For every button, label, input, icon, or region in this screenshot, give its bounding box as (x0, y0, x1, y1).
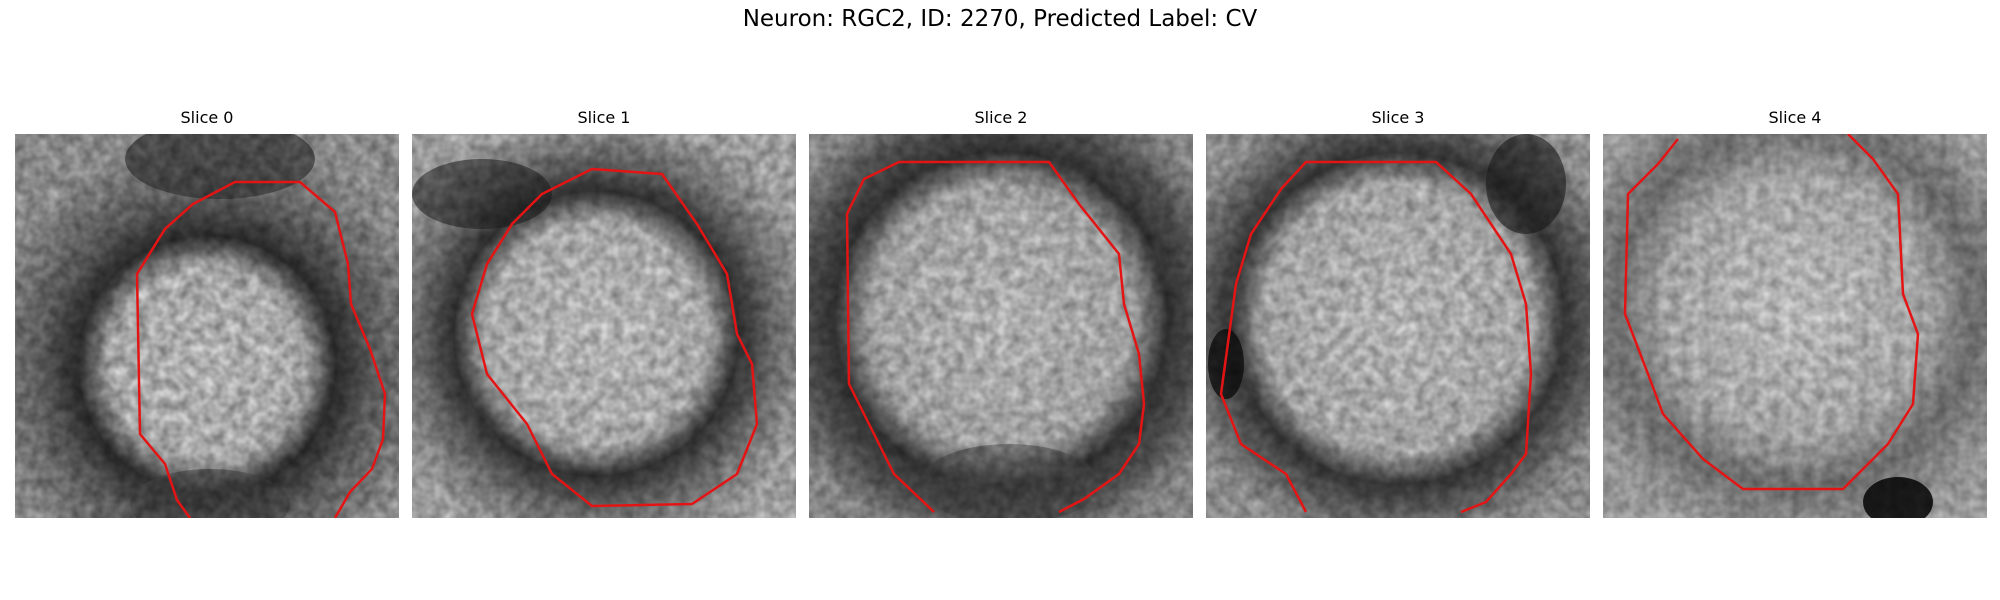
figure-title: Neuron: RGC2, ID: 2270, Predicted Label:… (742, 6, 1258, 32)
slice-image-2 (809, 134, 1193, 518)
slice-image-0 (15, 134, 399, 518)
slice-image-3 (1206, 134, 1590, 518)
cell-contour-0 (135, 180, 387, 518)
slice-title-3: Slice 3 (1371, 108, 1425, 127)
cell-contour-3 (1219, 160, 1533, 514)
slice-title-0: Slice 0 (180, 108, 234, 127)
slice-image-1 (412, 134, 796, 518)
slice-title-4: Slice 4 (1768, 108, 1822, 127)
cell-contour-2 (845, 160, 1146, 514)
slice-title-1: Slice 1 (577, 108, 631, 127)
slice-image-4 (1603, 134, 1987, 518)
slice-title-2: Slice 2 (974, 108, 1028, 127)
cell-contour-4 (1623, 134, 1920, 491)
cell-contour-1 (470, 167, 759, 508)
